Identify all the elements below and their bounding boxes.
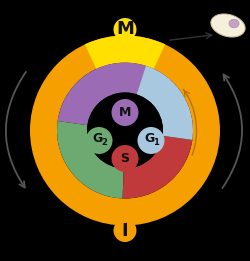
Circle shape (86, 127, 112, 154)
Text: I: I (122, 222, 128, 240)
Wedge shape (85, 35, 165, 69)
Circle shape (112, 99, 138, 126)
Text: S: S (120, 152, 130, 165)
Text: M: M (116, 21, 134, 39)
Ellipse shape (229, 19, 239, 28)
Wedge shape (58, 62, 170, 125)
Wedge shape (57, 121, 124, 198)
Wedge shape (123, 136, 192, 199)
Circle shape (114, 219, 136, 242)
Circle shape (138, 127, 164, 154)
Wedge shape (137, 66, 193, 140)
Text: 1: 1 (154, 138, 159, 147)
Circle shape (112, 145, 138, 172)
Circle shape (87, 92, 163, 169)
Circle shape (114, 18, 136, 41)
Text: 2: 2 (102, 138, 107, 147)
Text: M: M (119, 106, 131, 119)
Text: G: G (92, 132, 103, 145)
Text: G: G (144, 132, 154, 145)
Wedge shape (30, 35, 220, 226)
Ellipse shape (211, 14, 245, 37)
